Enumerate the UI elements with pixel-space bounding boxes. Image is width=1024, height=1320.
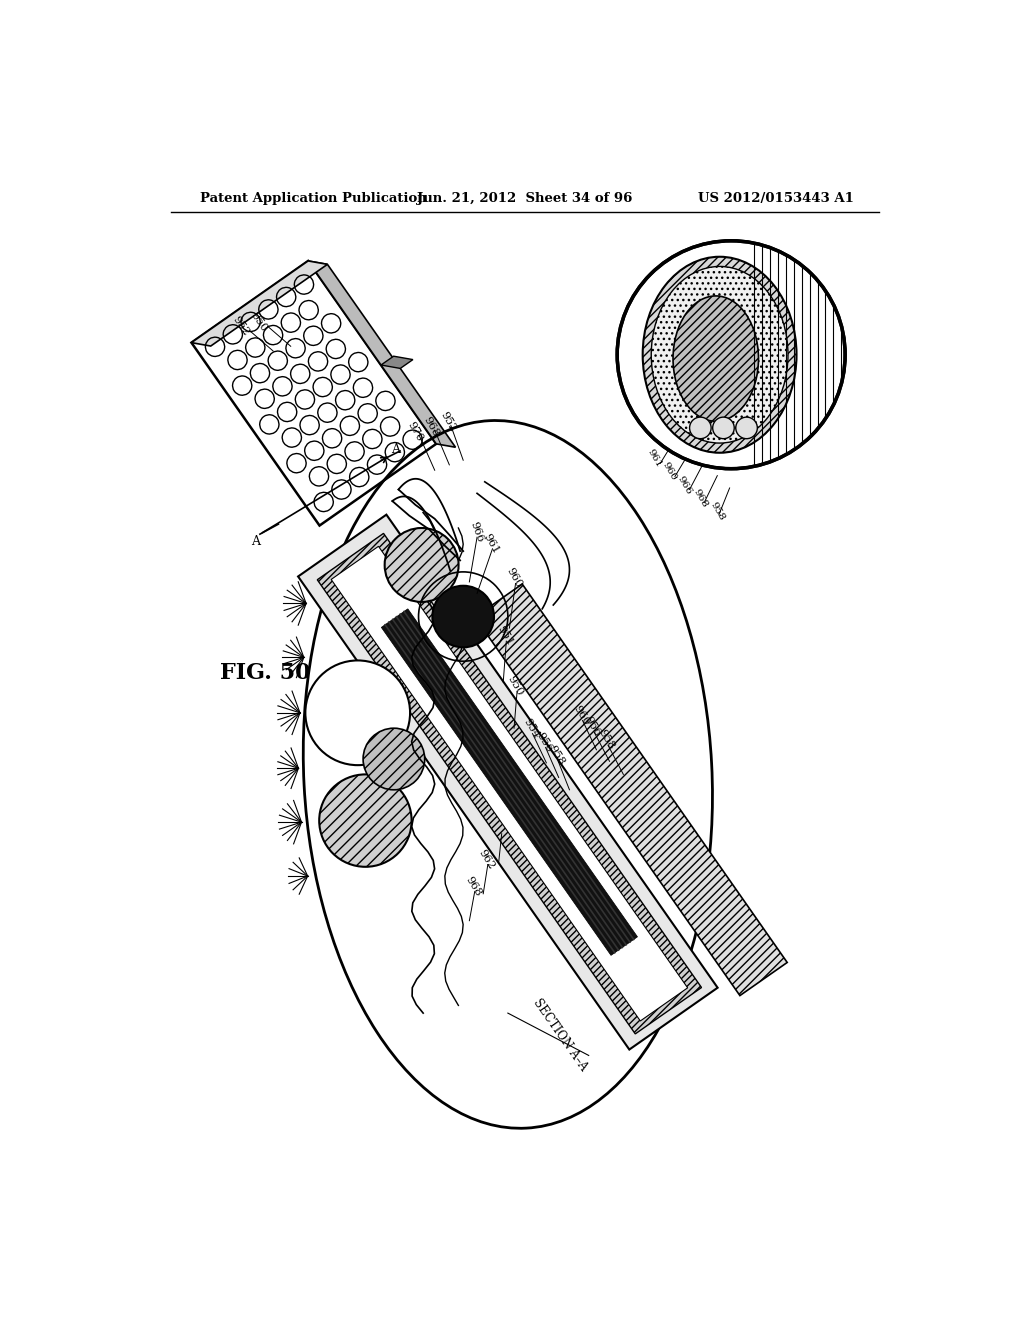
- Ellipse shape: [643, 257, 797, 453]
- Polygon shape: [475, 583, 787, 995]
- Text: 968: 968: [691, 487, 710, 508]
- Ellipse shape: [673, 296, 759, 421]
- Text: 956: 956: [583, 715, 602, 738]
- Text: 958: 958: [597, 729, 616, 751]
- Polygon shape: [331, 546, 688, 1020]
- Circle shape: [385, 528, 459, 602]
- Text: 952: 952: [230, 314, 251, 338]
- Text: 951: 951: [496, 624, 514, 648]
- Text: 958: 958: [547, 743, 566, 767]
- Text: 956: 956: [535, 730, 554, 754]
- Polygon shape: [308, 261, 456, 447]
- Text: 960: 960: [505, 566, 523, 590]
- Circle shape: [617, 240, 845, 469]
- Text: 954: 954: [521, 717, 541, 741]
- Text: SECTION A–A: SECTION A–A: [530, 997, 590, 1073]
- Text: 960: 960: [571, 704, 591, 727]
- Text: 952: 952: [438, 411, 458, 433]
- Circle shape: [713, 417, 734, 438]
- Text: 950: 950: [249, 310, 269, 333]
- Text: A: A: [391, 444, 400, 455]
- Polygon shape: [381, 609, 638, 956]
- Text: US 2012/0153443 A1: US 2012/0153443 A1: [698, 191, 854, 205]
- Text: 966: 966: [469, 520, 485, 544]
- Circle shape: [305, 660, 410, 766]
- Circle shape: [364, 729, 425, 789]
- Text: 966: 966: [676, 474, 694, 496]
- Text: 970: 970: [406, 420, 425, 444]
- Text: 952: 952: [767, 399, 787, 422]
- Text: 962: 962: [476, 847, 497, 871]
- Text: FIG. 50: FIG. 50: [220, 661, 310, 684]
- Bar: [191, 261, 436, 525]
- Text: A: A: [251, 536, 260, 548]
- Text: 958: 958: [709, 500, 726, 521]
- Circle shape: [319, 775, 412, 867]
- Text: 961: 961: [645, 447, 663, 470]
- Polygon shape: [298, 515, 718, 1049]
- Polygon shape: [317, 533, 701, 1034]
- Circle shape: [432, 586, 494, 647]
- Polygon shape: [381, 356, 413, 368]
- Text: 968: 968: [463, 874, 483, 898]
- Text: 960: 960: [660, 461, 679, 483]
- Circle shape: [736, 417, 758, 438]
- Text: Patent Application Publication: Patent Application Publication: [200, 191, 427, 205]
- Text: 950: 950: [506, 675, 525, 697]
- Text: Jun. 21, 2012  Sheet 34 of 96: Jun. 21, 2012 Sheet 34 of 96: [417, 191, 633, 205]
- Text: 968: 968: [421, 414, 440, 438]
- Text: 951: 951: [490, 817, 510, 840]
- Circle shape: [689, 417, 711, 438]
- Ellipse shape: [651, 267, 788, 444]
- Polygon shape: [191, 261, 328, 346]
- Text: 961: 961: [481, 532, 501, 556]
